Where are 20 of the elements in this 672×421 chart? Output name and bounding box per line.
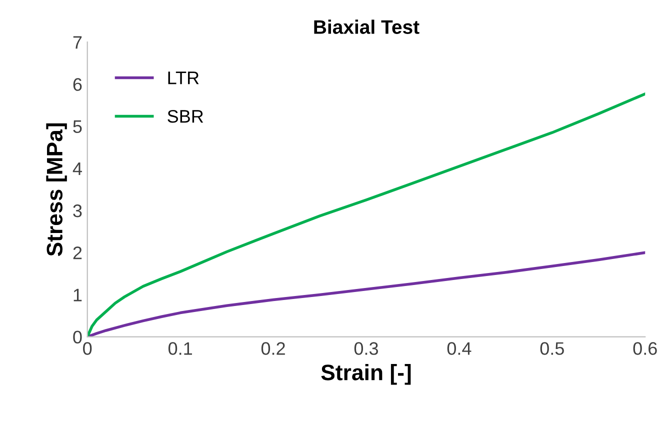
x-axis-title: Strain [-] (321, 364, 411, 385)
x-tick-label: 0.4 (447, 342, 472, 355)
y-tick-label: 0 (73, 330, 82, 344)
y-tick-label: 5 (73, 120, 82, 134)
legend-label: SBR (168, 110, 204, 123)
x-tick-label: 0.5 (540, 342, 564, 355)
chart-title: Biaxial Test (314, 20, 420, 34)
x-tick-label: 0.1 (168, 342, 192, 355)
y-tick-label: 7 (73, 36, 82, 49)
y-axis-title: Stress [MPa] (46, 123, 67, 256)
x-tick-label: 0.3 (354, 342, 378, 355)
y-tick-label: 1 (74, 288, 82, 302)
y-tick-label: 2 (73, 246, 82, 260)
y-tick-label: 4 (72, 162, 82, 175)
x-tick-label: 0.2 (261, 342, 285, 355)
x-tick-label: 0 (83, 342, 92, 355)
y-tick-label: 3 (73, 204, 82, 218)
x-tick-label: 0.6 (633, 342, 657, 355)
legend-label: LTR (168, 72, 199, 84)
y-tick-label: 6 (73, 78, 82, 91)
